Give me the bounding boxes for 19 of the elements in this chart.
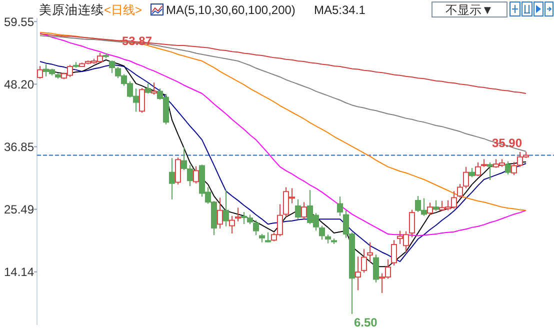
y-tick-label: 14.14 [4, 265, 34, 280]
candlestick [223, 189, 229, 227]
annotation: 6.50 [354, 316, 378, 329]
text: MA(5,10,30,60,100,200) [166, 3, 296, 17]
candlestick [235, 207, 241, 222]
candlestick [367, 242, 373, 263]
text: 不显示▼ [446, 3, 494, 17]
y-tick-label: 25.49 [4, 202, 34, 217]
chart-title: 美原油连续 [39, 2, 104, 17]
chart-subtitle: <日线> [104, 3, 142, 17]
y-tick-label: 48.20 [4, 77, 34, 92]
candlestick [337, 196, 343, 216]
line-series [40, 35, 526, 152]
candlestick [169, 157, 175, 200]
candlestick [355, 256, 361, 291]
text: MA5:34.1 [314, 3, 366, 17]
line-series [40, 33, 526, 94]
y-tick-label: 36.85 [4, 140, 34, 154]
y-tick-label: 59.55 [4, 14, 34, 29]
